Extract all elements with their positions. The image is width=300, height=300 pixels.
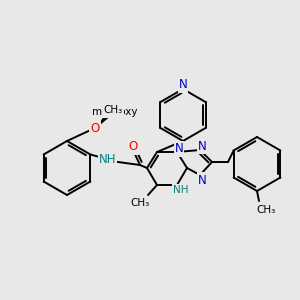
Text: O: O: [128, 140, 138, 154]
Text: methoxy: methoxy: [92, 107, 138, 117]
Text: N: N: [178, 79, 188, 92]
Text: O: O: [90, 122, 100, 134]
Text: CH₃: CH₃: [103, 105, 123, 115]
Text: NH: NH: [99, 153, 116, 166]
Text: CH₃: CH₃: [256, 205, 276, 215]
Text: N: N: [175, 142, 183, 155]
Text: N: N: [198, 173, 206, 187]
Text: N: N: [198, 140, 206, 152]
Text: NH: NH: [173, 185, 189, 195]
Text: CH₃: CH₃: [130, 198, 150, 208]
